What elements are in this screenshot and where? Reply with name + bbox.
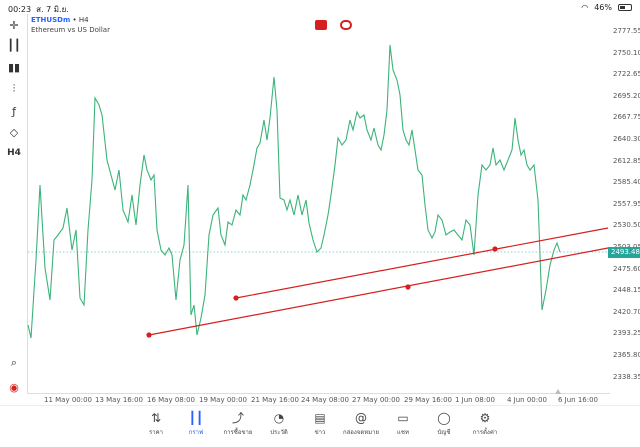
status-right: ◠ 46% [581,3,632,12]
price-axis-label: 2750.10 [613,48,640,57]
chart-icon: ┃┃ [188,411,204,425]
nav-account[interactable]: ◯ บัญชี [424,410,464,437]
bar-chart-icon[interactable]: ▮▮ [7,60,21,74]
battery-percent: 46% [594,3,612,12]
trade-icon: ⤴ [231,411,244,425]
trendline-lower-anchor-end[interactable] [405,284,411,290]
symbol-info: ETHUSDm • H4 Ethereum vs US Dollar [31,16,110,34]
scroll-to-end-icon[interactable] [555,389,561,394]
history-icon: ◔ [273,411,285,425]
trendline-upper [235,227,609,299]
status-bar: 00:23 ส. 7 มิ.ย. ◠ 46% [0,0,640,14]
nav-news[interactable]: ▤ ข่าว [300,410,340,437]
date-axis-label: 1 Jun 08:00 [455,396,496,404]
current-price-label: 2493.48 [608,247,640,258]
date-axis-label: 19 May 00:00 [199,396,248,404]
one-click-trading-icon[interactable]: ◉ [9,380,19,394]
nav-mailbox[interactable]: @ กล่องจดหมาย [342,411,380,436]
price-axis-label: 2667.75 [613,113,640,122]
trendline-upper-anchor-end[interactable] [492,246,498,252]
symbol-timeframe: H4 [78,16,89,24]
status-time-date: 00:23 ส. 7 มิ.ย. [8,5,69,14]
wifi-icon: ◠ [581,3,589,12]
news-icon: ▤ [314,411,326,425]
date-axis-label: 13 May 16:00 [95,396,144,404]
nav-quotes[interactable]: ⇅ ราคา [136,410,176,437]
price-axis-label: 2722.65 [613,70,640,79]
date-axis-label: 24 May 08:00 [301,396,350,404]
symbol-description: Ethereum vs US Dollar [31,26,110,34]
shapes-icon[interactable]: ◇ [9,125,19,139]
price-axis-label: 2557.95 [613,199,640,208]
trendline-upper-anchor-start[interactable] [233,295,239,301]
mailbox-icon: @ [355,411,367,425]
candlestick-icon[interactable]: ┃┃ [7,38,21,52]
account-icon: ◯ [437,411,451,425]
price-axis-label: 2585.40 [613,178,640,187]
symbol-name: ETHUSDm [31,16,71,24]
nav-history[interactable]: ◔ ประวัติ [259,410,299,437]
chat-icon: ▭ [397,411,409,425]
price-axis-label: 2448.15 [613,286,640,295]
quotes-icon: ⇅ [150,411,162,425]
nav-chart[interactable]: ┃┃ กราฟ [176,410,216,437]
date-axis-label: 29 May 16:00 [404,396,453,404]
price-axis-label: 2420.70 [613,307,640,316]
trade-panel-icon[interactable] [315,20,327,30]
price-axis-label: 2475.60 [613,264,640,273]
depth-of-market-icon[interactable] [340,20,352,30]
nav-trade[interactable]: ⤴ การซื้อขาย [218,410,258,437]
price-axis-label: 2338.35 [613,372,640,381]
price-axis-label: 2695.20 [613,91,640,100]
trendline-lower [148,247,609,336]
price-axis-label: 2640.30 [613,135,640,143]
price-axis-label: 2365.80 [613,351,640,359]
price-axis-label: 2777.55 [613,27,640,35]
price-axis-label: 2393.25 [613,329,640,338]
date-axis-label: 21 May 16:00 [251,396,300,404]
date-axis-label: 4 Jun 00:00 [507,396,548,404]
bottom-navigation: ⇅ ราคา ┃┃ กราฟ ⤴ การซื้อขาย ◔ ประวัติ ▤ ข่าว … [0,405,640,447]
symbol-separator: • [72,16,77,24]
date-axis-label: 16 May 08:00 [147,396,196,404]
price-line [27,44,561,339]
settings-icon: ⚙ [479,411,491,425]
date-axis-label: 6 Jun 16:00 [558,396,599,404]
date-axis-label: 27 May 00:00 [352,396,401,404]
nav-settings[interactable]: ⚙ การตั้งค่า [465,410,505,437]
price-axis-label: 2612.85 [613,156,640,165]
chart-area[interactable] [27,14,610,394]
date-axis-label: 11 May 00:00 [44,396,93,404]
timeframe-button[interactable]: H4 [7,148,21,158]
nav-chat[interactable]: ▭ แชท [383,410,423,437]
search-chart-icon[interactable]: ⌕ [10,356,18,369]
crosshair-icon[interactable]: ✛ [9,18,19,32]
battery-icon [618,4,632,11]
trendline-lower-anchor-start[interactable] [146,332,152,338]
indicator-settings-icon[interactable]: ⫶ [12,82,16,95]
price-axis-label: 2530.50 [613,221,640,230]
function-icon[interactable]: ƒ [12,104,16,118]
